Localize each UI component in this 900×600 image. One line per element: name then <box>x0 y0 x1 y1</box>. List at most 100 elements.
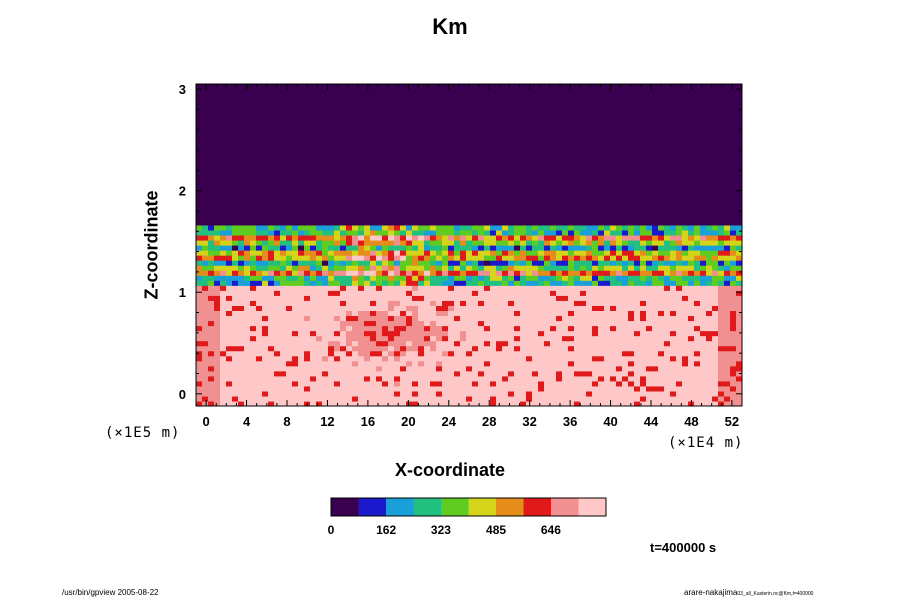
heatmap-cell <box>676 305 683 312</box>
heatmap-cell <box>436 234 443 241</box>
heatmap-cell <box>526 380 533 387</box>
heatmap-cell <box>622 300 629 306</box>
heatmap-cell <box>646 239 653 246</box>
heatmap-cell <box>544 184 551 191</box>
heatmap-cell <box>658 275 665 281</box>
heatmap-cell <box>502 129 509 135</box>
heatmap-cell <box>556 189 563 196</box>
heatmap-cell <box>634 164 641 171</box>
heatmap-cell <box>724 305 731 312</box>
heatmap-cell <box>604 260 611 266</box>
heatmap-cell <box>502 355 509 362</box>
heatmap-cell <box>634 365 641 372</box>
heatmap-cell <box>580 360 587 367</box>
heatmap-cell <box>616 174 623 181</box>
heatmap-cell <box>526 315 533 322</box>
heatmap-cell <box>532 184 539 191</box>
heatmap-cell <box>520 325 527 332</box>
heatmap-cell <box>232 255 239 261</box>
heatmap-cell <box>214 290 221 296</box>
heatmap-cell <box>694 300 701 306</box>
heatmap-cell <box>628 375 635 382</box>
heatmap-cell <box>232 285 239 291</box>
heatmap-cell <box>472 375 479 382</box>
heatmap-cell <box>538 245 545 251</box>
heatmap-cell <box>562 310 569 317</box>
heatmap-cell <box>694 400 701 406</box>
heatmap-cell <box>298 385 305 392</box>
heatmap-cell <box>262 234 269 241</box>
heatmap-cell <box>556 385 563 392</box>
heatmap-cell <box>316 395 323 402</box>
heatmap-cell <box>622 164 629 171</box>
heatmap-cell <box>568 139 575 145</box>
heatmap-cell <box>370 224 377 231</box>
heatmap-cell <box>316 204 323 211</box>
heatmap-cell <box>286 129 293 135</box>
heatmap-cell <box>322 325 329 332</box>
heatmap-cell <box>550 255 557 261</box>
heatmap-cell <box>736 229 742 236</box>
heatmap-cell <box>226 315 233 322</box>
heatmap-cell <box>688 365 695 372</box>
heatmap-cell <box>640 189 647 196</box>
heatmap-cell <box>574 345 581 352</box>
heatmap-cell <box>202 335 209 342</box>
heatmap-cell <box>250 400 257 406</box>
heatmap-cell <box>418 320 425 327</box>
heatmap-cell <box>574 300 581 306</box>
heatmap-cell <box>244 204 251 211</box>
heatmap-cell <box>352 355 359 362</box>
heatmap-cell <box>634 295 641 301</box>
heatmap-cell <box>220 199 227 206</box>
heatmap-cell <box>244 340 251 347</box>
heatmap-cell <box>436 275 443 281</box>
heatmap-cell <box>418 340 425 347</box>
heatmap-cell <box>406 184 413 191</box>
heatmap-cell <box>646 270 653 276</box>
heatmap-cell <box>280 335 287 342</box>
heatmap-cell <box>430 134 437 140</box>
heatmap-cell <box>586 219 593 226</box>
heatmap-cell <box>424 224 431 231</box>
heatmap-cell <box>316 214 323 221</box>
heatmap-cell <box>736 179 742 186</box>
heatmap-cell <box>250 355 257 362</box>
heatmap-cell <box>292 164 299 171</box>
heatmap-cell <box>226 219 233 226</box>
heatmap-cell <box>496 154 503 161</box>
heatmap-cell <box>454 280 461 286</box>
heatmap-cell <box>628 144 635 151</box>
heatmap-cell <box>334 179 341 186</box>
heatmap-cell <box>448 295 455 301</box>
heatmap-cell <box>250 385 257 392</box>
heatmap-cell <box>292 239 299 246</box>
heatmap-cell <box>484 219 491 226</box>
heatmap-cell <box>382 280 389 286</box>
heatmap-cell <box>592 285 599 291</box>
heatmap-cell <box>478 169 485 176</box>
heatmap-cell <box>442 194 449 201</box>
heatmap-cell <box>730 239 737 246</box>
heatmap-cell <box>412 390 419 397</box>
heatmap-cell <box>460 144 467 151</box>
heatmap-cell <box>538 214 545 221</box>
heatmap-cell <box>418 250 425 256</box>
heatmap-cell <box>520 365 527 372</box>
heatmap-cell <box>370 325 377 332</box>
heatmap-cell <box>580 290 587 296</box>
heatmap-cell <box>664 380 671 387</box>
heatmap-cell <box>676 234 683 241</box>
heatmap-cell <box>586 129 593 135</box>
heatmap-cell <box>376 174 383 181</box>
heatmap-cell <box>484 400 491 406</box>
heatmap-cell <box>466 355 473 362</box>
heatmap-cell <box>598 305 605 312</box>
heatmap-cell <box>334 134 341 140</box>
heatmap-cell <box>430 310 437 317</box>
heatmap-cell <box>226 360 233 367</box>
heatmap-cell <box>634 335 641 342</box>
heatmap-cell <box>232 400 239 406</box>
heatmap-cell <box>562 245 569 251</box>
heatmap-cell <box>556 325 563 332</box>
